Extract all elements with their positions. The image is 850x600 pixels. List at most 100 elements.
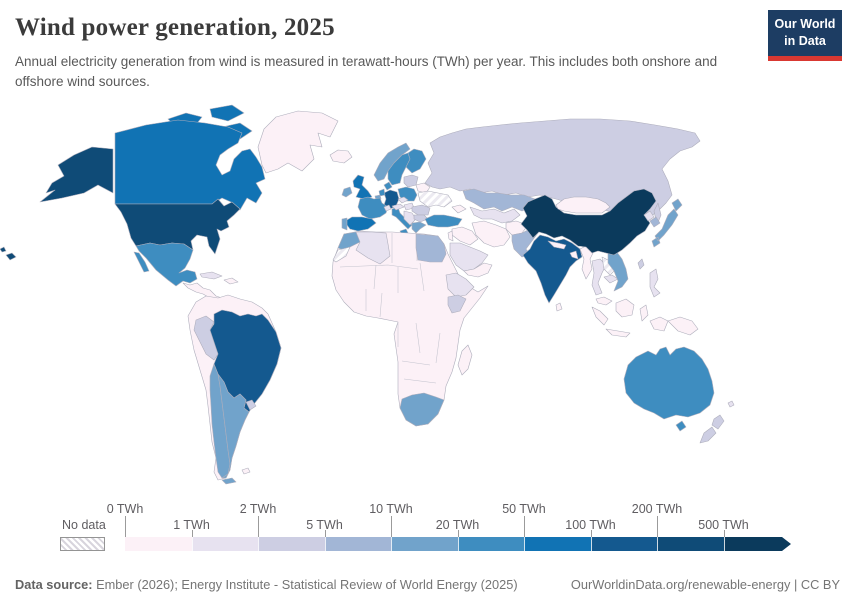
legend-tick bbox=[125, 516, 126, 537]
legend-bin-5-10 TWh[interactable] bbox=[324, 537, 392, 551]
country-caucasus[interactable] bbox=[451, 204, 467, 214]
country-iran[interactable] bbox=[471, 220, 511, 248]
country-western-sahara[interactable] bbox=[332, 246, 351, 263]
data-source-label: Data source: bbox=[15, 577, 93, 592]
legend-tick bbox=[258, 516, 259, 537]
country-hawaii[interactable] bbox=[0, 246, 17, 261]
country-bangladesh[interactable] bbox=[569, 250, 579, 260]
legend-bin-1-2 TWh[interactable] bbox=[191, 537, 259, 551]
country-canada[interactable] bbox=[114, 119, 266, 211]
country-saudi[interactable] bbox=[449, 242, 489, 272]
country-papua-new-guinea[interactable] bbox=[667, 316, 699, 336]
legend-edge-label: 100 TWh bbox=[565, 518, 616, 532]
country-pacific-islands[interactable] bbox=[727, 400, 735, 408]
country-argentina[interactable] bbox=[217, 373, 250, 479]
country-south-korea[interactable] bbox=[649, 216, 661, 228]
country-norway[interactable] bbox=[373, 142, 411, 182]
country-iceland[interactable] bbox=[329, 149, 353, 164]
country-finland[interactable] bbox=[405, 148, 427, 174]
country-spain[interactable] bbox=[346, 216, 377, 232]
country-portugal[interactable] bbox=[341, 217, 348, 231]
country-caribbean[interactable] bbox=[223, 277, 239, 285]
legend-bin-0-1 TWh[interactable] bbox=[125, 537, 192, 551]
country-ireland[interactable] bbox=[341, 186, 353, 198]
country-syria-iraq[interactable] bbox=[451, 226, 479, 246]
country-malaysia[interactable] bbox=[595, 296, 613, 306]
page-title: Wind power generation, 2025 bbox=[15, 14, 335, 41]
country-netherlands[interactable] bbox=[378, 188, 386, 197]
legend-edge-label: 50 TWh bbox=[502, 502, 546, 516]
footer-separator: | bbox=[790, 577, 801, 592]
legend-no-data-swatch[interactable] bbox=[60, 537, 105, 551]
owid-logo-line2: in Data bbox=[784, 33, 826, 48]
legend-bin-20-50 TWh[interactable] bbox=[457, 537, 525, 551]
legend-edge-label: 1 TWh bbox=[173, 518, 210, 532]
country-south-africa[interactable] bbox=[399, 392, 445, 427]
country-austria[interactable] bbox=[391, 203, 405, 211]
country-philippines[interactable] bbox=[649, 268, 661, 298]
country-peru[interactable] bbox=[193, 315, 219, 361]
legend-tick bbox=[590, 530, 592, 537]
country-mexico[interactable] bbox=[133, 242, 198, 287]
world-choropleth-map bbox=[0, 104, 735, 485]
legend-bin-2-5 TWh[interactable] bbox=[258, 537, 326, 551]
country-ethiopia[interactable] bbox=[445, 272, 475, 298]
country-kenya[interactable] bbox=[447, 294, 467, 314]
country-north-korea[interactable] bbox=[643, 210, 655, 222]
footer-attribution: OurWorldinData.org/renewable-energy | CC… bbox=[571, 577, 840, 592]
legend-edge-label: 10 TWh bbox=[369, 502, 413, 516]
legend-bin-50-100 TWh[interactable] bbox=[524, 537, 592, 551]
country-usa-alaska[interactable] bbox=[39, 146, 114, 203]
country-greenland[interactable] bbox=[257, 110, 339, 174]
country-denmark[interactable] bbox=[383, 181, 393, 191]
country-new-zealand[interactable] bbox=[699, 414, 725, 444]
country-algeria[interactable] bbox=[355, 231, 391, 265]
country-mongolia[interactable] bbox=[555, 196, 611, 214]
country-sri-lanka[interactable] bbox=[555, 302, 563, 312]
country-madagascar[interactable] bbox=[457, 344, 473, 376]
legend-tick bbox=[191, 530, 193, 537]
country-falklands[interactable] bbox=[241, 467, 251, 475]
legend-tick bbox=[391, 516, 392, 537]
country-cuba[interactable] bbox=[199, 271, 223, 280]
legend-bin-200-500 TWh[interactable] bbox=[657, 537, 725, 551]
data-source-text: Ember (2026); Energy Institute - Statist… bbox=[92, 577, 518, 592]
country-taiwan[interactable] bbox=[637, 258, 645, 270]
country-jordan[interactable] bbox=[447, 230, 454, 242]
country-tasmania[interactable] bbox=[675, 420, 687, 432]
country-bulgaria[interactable] bbox=[413, 214, 429, 223]
legend-edge-label: 5 TWh bbox=[306, 518, 343, 532]
country-china[interactable] bbox=[520, 188, 657, 256]
country-india[interactable] bbox=[522, 234, 583, 304]
country-egypt[interactable] bbox=[415, 233, 447, 263]
legend-tick bbox=[324, 530, 326, 537]
country-france[interactable] bbox=[357, 196, 389, 220]
country-indonesia[interactable] bbox=[591, 298, 669, 338]
legend-edge-label: 500 TWh bbox=[698, 518, 749, 532]
country-uruguay[interactable] bbox=[245, 399, 257, 411]
country-vietnam[interactable] bbox=[607, 250, 629, 292]
country-uk[interactable] bbox=[352, 174, 373, 200]
country-czechia[interactable] bbox=[397, 196, 409, 204]
owid-logo[interactable]: Our World in Data bbox=[768, 10, 842, 61]
legend-tick bbox=[524, 516, 525, 537]
country-ukraine[interactable] bbox=[417, 190, 453, 208]
country-belarus[interactable] bbox=[415, 182, 431, 194]
country-romania[interactable] bbox=[411, 204, 431, 216]
country-yemen-oman[interactable] bbox=[463, 262, 493, 278]
country-balkans[interactable] bbox=[403, 210, 417, 226]
legend-bin->500 TWh[interactable] bbox=[724, 537, 792, 551]
country-nepal[interactable] bbox=[547, 240, 567, 250]
country-australia[interactable] bbox=[623, 346, 715, 420]
legend-no-data-label: No data bbox=[62, 518, 106, 532]
country-greece[interactable] bbox=[411, 221, 427, 234]
owid-link[interactable]: OurWorldinData.org/renewable-energy bbox=[570, 577, 791, 592]
legend-bin-100-200 TWh[interactable] bbox=[590, 537, 658, 551]
legend-tick bbox=[657, 516, 658, 537]
legend-bin-10-20 TWh[interactable] bbox=[391, 537, 459, 551]
country-japan[interactable] bbox=[651, 198, 683, 248]
country-central-asia[interactable] bbox=[469, 206, 521, 224]
country-turkey[interactable] bbox=[424, 214, 463, 228]
country-switzerland[interactable] bbox=[383, 204, 392, 212]
